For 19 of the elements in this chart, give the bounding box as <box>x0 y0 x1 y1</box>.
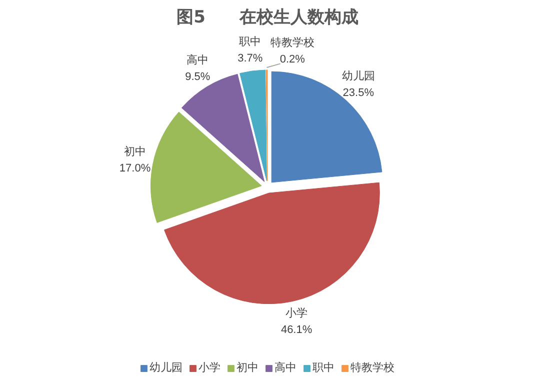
legend-label: 小学 <box>198 361 220 375</box>
legend-label: 特教学校 <box>350 361 394 375</box>
slice-label: 幼儿园 <box>342 70 375 83</box>
slice-label: 特教学校 <box>270 36 314 50</box>
legend-label: 职中 <box>312 361 334 375</box>
slice-label: 高中 <box>186 54 209 67</box>
slice-label: 职中 <box>239 34 262 48</box>
data-label: 23.5% <box>342 87 374 100</box>
data-label: 17.0% <box>119 162 151 175</box>
data-label: 46.1% <box>280 324 312 336</box>
slice-label: 初中 <box>124 145 146 158</box>
slice-label: 小学 <box>286 306 308 320</box>
legend-label: 高中 <box>274 360 296 375</box>
data-label: 3.7% <box>238 52 263 64</box>
legend-label: 幼儿园 <box>150 361 182 375</box>
legend-label: 初中 <box>236 360 258 375</box>
chart-title: 图5 在校生人数构成 <box>176 8 358 28</box>
data-label: 9.5% <box>185 71 210 84</box>
data-label: 0.2% <box>280 54 306 66</box>
